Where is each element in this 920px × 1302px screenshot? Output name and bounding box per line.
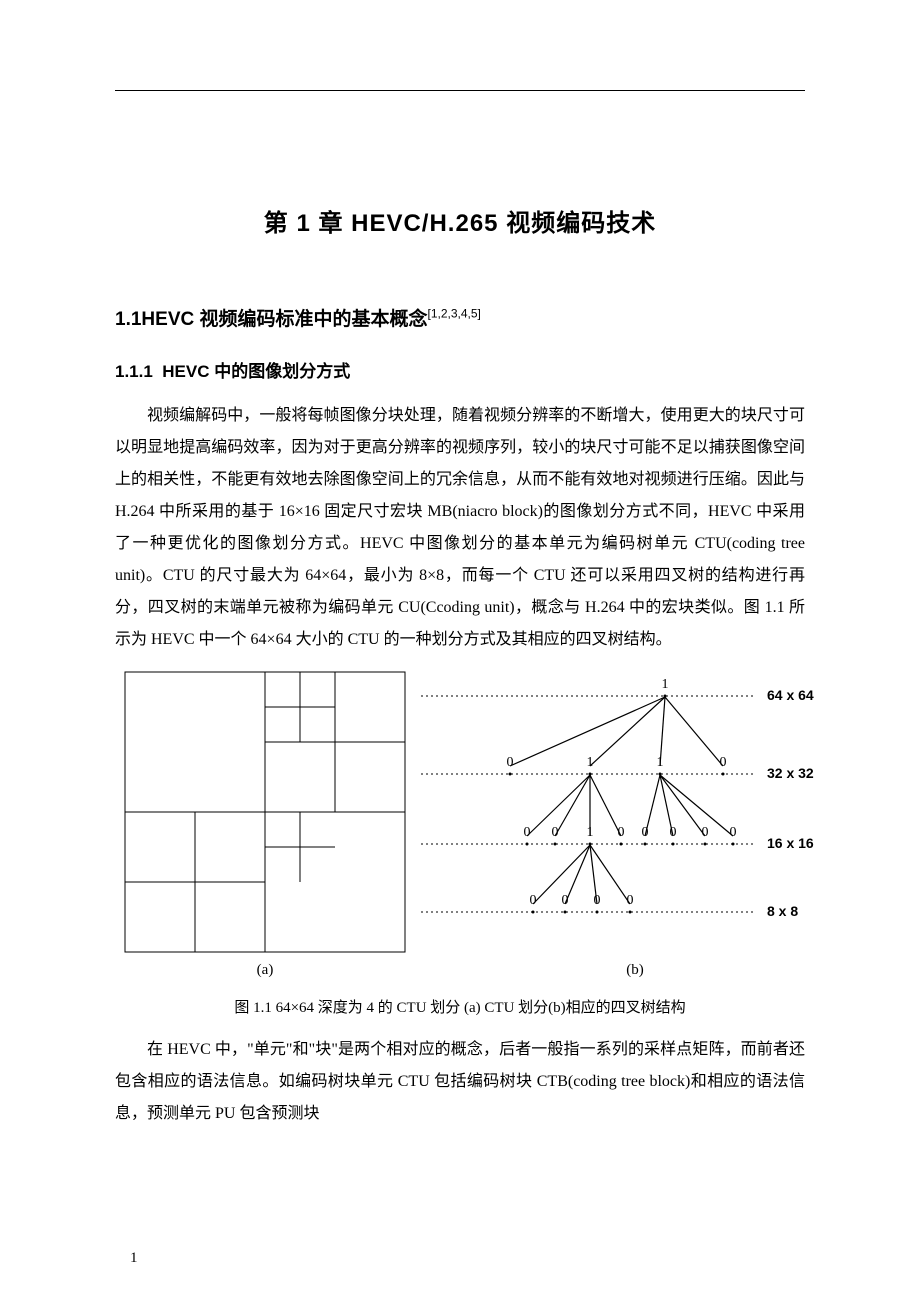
figure-svg: (a) 64 x 64 32 x 32 16 x 16 8 x 8 1 0 1 1 0 0 0 1 0 0 0… — [115, 666, 815, 986]
svg-text:0: 0 — [642, 825, 649, 840]
svg-text:0: 0 — [562, 893, 569, 908]
paragraph-1: 视频编解码中，一般将每帧图像分块处理，随着视频分辨率的不断增大，使用更大的块尺寸… — [115, 400, 805, 656]
svg-text:(a): (a) — [257, 962, 274, 978]
svg-text:0: 0 — [702, 825, 709, 840]
svg-text:0: 0 — [530, 893, 537, 908]
paragraph-2: 在 HEVC 中，"单元"和"块"是两个相对应的概念，后者一般指一系列的采样点矩… — [115, 1034, 805, 1130]
svg-text:1: 1 — [657, 755, 664, 770]
header-rule — [115, 90, 805, 91]
chapter-title: 第 1 章 HEVC/H.265 视频编码技术 — [115, 201, 805, 247]
subsection-heading: HEVC 中的图像划分方式 — [162, 362, 350, 381]
svg-text:0: 0 — [627, 893, 634, 908]
subsection-title: 1.1.1 HEVC 中的图像划分方式 — [115, 356, 805, 388]
svg-text:0: 0 — [552, 825, 559, 840]
section-number: 1.1 — [115, 309, 141, 330]
svg-text:64 x 64: 64 x 64 — [767, 687, 814, 703]
page-number: 1 — [130, 1244, 138, 1273]
section-refs: [1,2,3,4,5] — [428, 306, 481, 320]
svg-text:1: 1 — [662, 677, 669, 692]
svg-text:0: 0 — [670, 825, 677, 840]
svg-text:16 x 16: 16 x 16 — [767, 835, 814, 851]
section-heading: HEVC 视频编码标准中的基本概念 — [141, 309, 427, 330]
svg-text:1: 1 — [587, 755, 594, 770]
figure-caption: 图 1.1 64×64 深度为 4 的 CTU 划分 (a) CTU 划分(b)… — [115, 994, 805, 1023]
svg-text:0: 0 — [720, 755, 727, 770]
svg-text:1: 1 — [587, 825, 594, 840]
svg-text:0: 0 — [730, 825, 737, 840]
svg-text:(b): (b) — [626, 962, 644, 978]
figure-1-1: (a)64 x 6432 x 3216 x 168 x 810110001000… — [115, 666, 805, 1023]
svg-text:0: 0 — [594, 893, 601, 908]
section-title: 1.1HEVC 视频编码标准中的基本概念[1,2,3,4,5] — [115, 302, 805, 338]
subsection-number: 1.1.1 — [115, 362, 153, 381]
svg-text:0: 0 — [618, 825, 625, 840]
svg-text:0: 0 — [524, 825, 531, 840]
svg-text:32 x 32: 32 x 32 — [767, 765, 814, 781]
svg-text:8 x 8: 8 x 8 — [767, 903, 798, 919]
svg-text:0: 0 — [507, 755, 514, 770]
